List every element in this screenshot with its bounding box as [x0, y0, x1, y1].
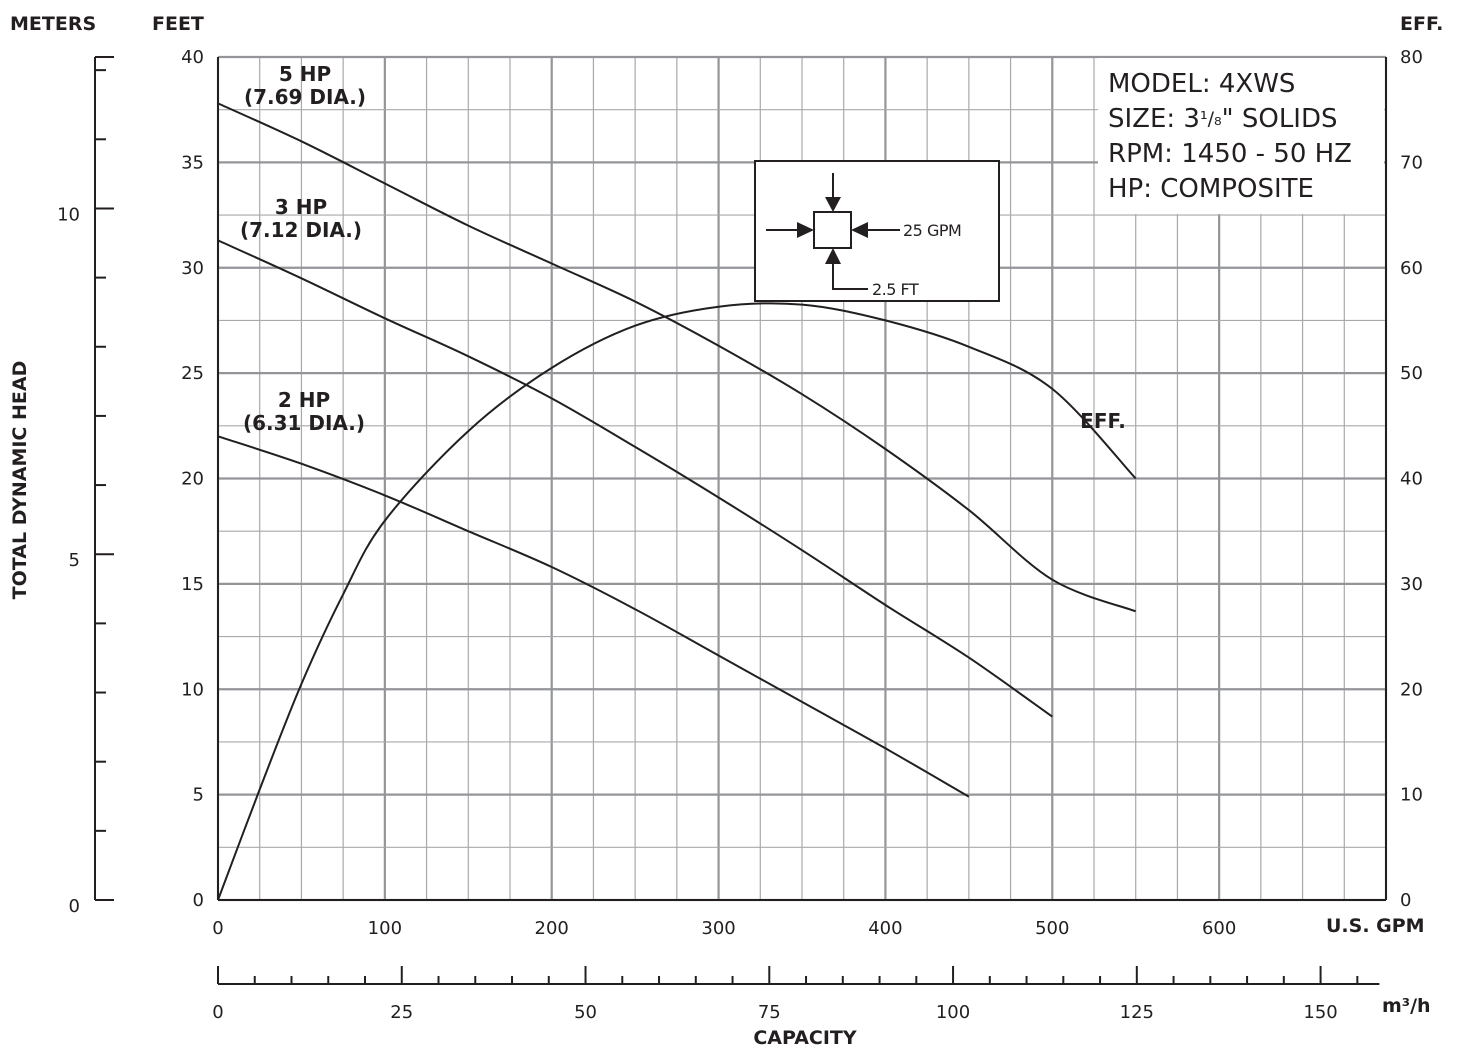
model-info-background	[1098, 58, 1384, 214]
scale-legend-horizontal-label: 25 GPM	[903, 221, 961, 240]
efficiency-tick-label: 80	[1400, 47, 1423, 68]
efficiency-tick-label: 10	[1400, 785, 1423, 806]
m3h-tick-label: 125	[1120, 1002, 1154, 1023]
feet-tick-label: 35	[181, 152, 204, 173]
feet-tick-label: 5	[193, 785, 204, 806]
curve-label-diameter-2-hp: (6.31 DIA.)	[243, 411, 365, 435]
curve-label-diameter-5-hp: (7.69 DIA.)	[244, 85, 366, 109]
curve-label-eff: EFF.	[1080, 409, 1126, 433]
curves	[217, 102, 1137, 901]
efficiency-tick-label: 20	[1400, 679, 1423, 700]
feet-axis-unit-label: FEET	[152, 13, 204, 35]
efficiency-tick-label: 30	[1400, 574, 1423, 595]
scale-legend-box: 25 GPM 2.5 FT	[754, 160, 1000, 302]
curve-label-diameter-3-hp: (7.12 DIA.)	[240, 218, 362, 242]
capacity-axis-title: CAPACITY	[753, 1027, 857, 1049]
arrow-right-icon	[797, 222, 814, 238]
meters-tick-label: 0	[69, 896, 80, 917]
model-info-line2-fraction: ¹/₈	[1200, 108, 1222, 130]
gpm-tick-label: 300	[701, 918, 735, 939]
curve-2-hp	[217, 435, 970, 798]
feet-tick-label: 25	[181, 363, 204, 384]
m3h-tick-label: 150	[1303, 1002, 1337, 1023]
model-info-line2: SIZE: 3¹/₈" SOLIDS	[1108, 104, 1338, 134]
curve-label-5-hp: 5 HP	[279, 62, 331, 86]
gpm-tick-label: 0	[212, 918, 223, 939]
gpm-tick-label: 500	[1035, 918, 1069, 939]
m3h-tick-label: 0	[212, 1002, 223, 1023]
model-info-line2-suffix: " SOLIDS	[1222, 104, 1338, 134]
m3h-tick-label: 25	[390, 1002, 413, 1023]
axes	[94, 56, 1387, 985]
model-info-line4: HP: COMPOSITE	[1108, 174, 1314, 204]
feet-tick-label: 15	[181, 574, 204, 595]
gpm-axis-unit-label: U.S. GPM	[1326, 915, 1425, 937]
efficiency-tick-label: 0	[1400, 890, 1411, 911]
curve-eff	[217, 302, 1137, 901]
feet-tick-label: 40	[181, 47, 204, 68]
scale-legend-vertical-label: 2.5 FT	[872, 280, 919, 299]
arrow-down-icon	[825, 197, 841, 212]
gpm-tick-label: 600	[1202, 918, 1236, 939]
m3h-tick-label: 75	[758, 1002, 781, 1023]
model-info-line2-prefix: SIZE: 3	[1108, 104, 1200, 134]
gpm-tick-label: 200	[535, 918, 569, 939]
efficiency-tick-label: 60	[1400, 258, 1423, 279]
feet-tick-label: 20	[181, 469, 204, 490]
m3h-tick-label: 50	[574, 1002, 597, 1023]
gpm-tick-label: 100	[368, 918, 402, 939]
efficiency-tick-label: 70	[1400, 152, 1423, 173]
efficiency-axis-unit-label: EFF.	[1400, 13, 1443, 35]
m3h-axis-unit-label: m³/h	[1382, 995, 1431, 1017]
arrow-left-icon	[851, 222, 868, 238]
model-info-line1: MODEL: 4XWS	[1108, 69, 1295, 99]
curve-3-hp	[217, 239, 1053, 718]
meters-tick-label: 10	[57, 204, 80, 225]
curve-5-hp	[217, 102, 1137, 613]
total-dynamic-head-axis-title: TOTAL DYNAMIC HEAD	[9, 361, 31, 600]
feet-tick-label: 10	[181, 679, 204, 700]
arrow-up-line	[832, 262, 868, 290]
m3h-tick-label: 100	[936, 1002, 970, 1023]
efficiency-tick-label: 50	[1400, 363, 1423, 384]
arrow-up-icon	[825, 248, 841, 264]
gpm-tick-label: 400	[868, 918, 902, 939]
model-info-line3: RPM: 1450 - 50 HZ	[1108, 139, 1352, 169]
curve-label-3-hp: 3 HP	[275, 195, 327, 219]
feet-tick-label: 0	[193, 890, 204, 911]
scale-square	[813, 211, 852, 249]
model-info-box: MODEL: 4XWS SIZE: 3¹/₈" SOLIDS RPM: 1450…	[1098, 58, 1384, 214]
feet-tick-label: 30	[181, 258, 204, 279]
efficiency-tick-label: 40	[1400, 469, 1423, 490]
meters-axis-unit-label: METERS	[10, 13, 96, 35]
meters-tick-label: 5	[69, 550, 80, 571]
curve-label-2-hp: 2 HP	[278, 388, 330, 412]
